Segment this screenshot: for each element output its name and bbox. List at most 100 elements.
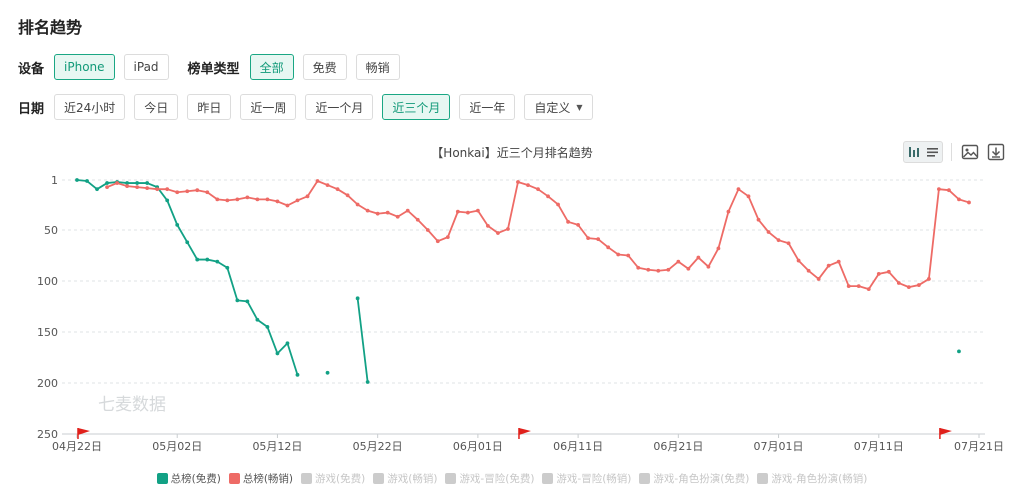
legend-item[interactable]: 游戏-冒险(免费) <box>445 471 534 486</box>
data-point-grossing <box>546 194 550 199</box>
data-point-grossing <box>385 210 390 215</box>
date-button-month[interactable]: 近一个月 <box>305 94 374 120</box>
list-type-button-free[interactable]: 免费 <box>302 54 347 80</box>
data-point-grossing <box>345 193 350 198</box>
data-point-free <box>145 181 150 185</box>
date-button-week[interactable]: 近一周 <box>240 94 297 120</box>
data-point-free <box>325 370 330 375</box>
device-button-iphone[interactable]: iPhone <box>54 54 115 80</box>
data-point-grossing <box>556 202 560 207</box>
data-point-grossing <box>415 217 420 222</box>
data-point-free <box>205 257 210 262</box>
data-point-grossing <box>596 237 601 242</box>
image-icon[interactable] <box>960 142 980 162</box>
data-point-grossing <box>716 246 721 251</box>
data-point-grossing <box>175 190 180 195</box>
legend-item[interactable]: 游戏-角色扮演(畅销) <box>757 471 867 486</box>
x-tick-label: 07月21日 <box>954 440 1004 453</box>
data-point-grossing <box>536 187 540 192</box>
data-point-grossing <box>285 203 290 208</box>
legend-item[interactable]: 总榜(免费) <box>156 471 221 486</box>
view-toggle <box>903 141 943 163</box>
legend-item[interactable]: 游戏-角色扮演(免费) <box>639 471 749 486</box>
data-point-grossing <box>305 194 310 199</box>
data-point-grossing <box>215 197 220 202</box>
data-point-free <box>175 222 180 227</box>
data-point-free <box>185 240 190 245</box>
data-point-grossing <box>275 199 280 204</box>
data-point-grossing <box>676 259 681 264</box>
device-button-ipad[interactable]: iPad <box>123 54 169 80</box>
data-point-free <box>255 317 260 322</box>
legend-label: 游戏-冒险(畅销) <box>556 473 632 485</box>
legend-swatch <box>757 473 769 484</box>
data-point-grossing <box>656 268 661 273</box>
bar-chart-icon[interactable] <box>905 142 925 162</box>
date-button-three-months[interactable]: 近三个月 <box>382 94 451 120</box>
data-point-grossing <box>405 208 410 213</box>
data-point-grossing <box>906 285 911 290</box>
data-point-grossing <box>526 183 530 188</box>
data-point-grossing <box>265 197 270 202</box>
list-type-button-grossing[interactable]: 畅销 <box>355 54 400 80</box>
legend-item[interactable]: 总榜(畅销) <box>228 471 293 486</box>
data-point-grossing <box>846 284 851 288</box>
custom-date-dropdown[interactable]: 自定义 ▼ <box>524 94 593 120</box>
data-point-grossing <box>435 239 440 244</box>
data-point-grossing <box>636 265 641 270</box>
data-point-grossing <box>145 186 150 191</box>
data-point-grossing <box>736 187 741 192</box>
data-point-free <box>225 265 230 270</box>
data-point-grossing <box>125 184 130 189</box>
date-button-24h[interactable]: 近24小时 <box>54 94 126 120</box>
data-point-grossing <box>105 185 109 190</box>
y-tick-label: 50 <box>44 224 58 237</box>
data-point-grossing <box>155 187 160 192</box>
legend-swatch <box>542 473 554 484</box>
data-point-grossing <box>686 266 691 271</box>
data-point-free <box>355 296 360 301</box>
data-point-grossing <box>325 183 330 188</box>
legend-item[interactable]: 游戏-冒险(畅销) <box>542 471 631 486</box>
data-point-grossing <box>425 228 430 232</box>
data-point-free <box>235 298 240 303</box>
legend-label: 游戏-冒险(免费) <box>459 473 535 485</box>
watermark-text: 七麦数据 <box>98 395 166 415</box>
data-point-grossing <box>726 209 731 214</box>
data-point-free <box>265 324 270 329</box>
data-point-grossing <box>185 189 190 194</box>
x-tick-label: 06月11日 <box>553 440 603 453</box>
data-point-grossing <box>115 181 119 185</box>
data-point-grossing <box>235 197 240 202</box>
date-button-yesterday[interactable]: 昨日 <box>187 94 232 120</box>
data-point-grossing <box>926 277 931 281</box>
legend-item[interactable]: 游戏(免费) <box>301 471 365 486</box>
data-point-free <box>75 178 79 182</box>
data-point-free <box>245 299 250 304</box>
filter-row-date: 日期 近24小时 今日 昨日 近一周 近一个月 近三个月 近一年 自定义 ▼ <box>18 94 602 120</box>
data-point-grossing <box>616 252 621 257</box>
list-type-button-all[interactable]: 全部 <box>249 54 294 80</box>
data-point-free <box>95 187 99 192</box>
data-point-grossing <box>866 287 871 292</box>
download-icon[interactable] <box>986 142 1006 162</box>
chart-legend: 总榜(免费) 总榜(畅销) 游戏(免费) 游戏(畅销) 游戏-冒险(免费) 游戏-冒险(畅… <box>0 471 1024 486</box>
chart-title: 【Honkai】近三个月排名趋势 <box>431 146 593 160</box>
legend-swatch <box>156 473 168 484</box>
x-tick-label: 06月01日 <box>453 440 503 453</box>
caret-down-icon: ▼ <box>576 102 583 112</box>
data-point-grossing <box>195 188 200 193</box>
series-line-free <box>356 298 369 383</box>
list-icon[interactable] <box>923 142 943 162</box>
legend-item[interactable]: 游戏(畅销) <box>373 471 437 486</box>
date-button-year[interactable]: 近一年 <box>459 94 516 120</box>
data-point-grossing <box>135 185 140 190</box>
date-button-today[interactable]: 今日 <box>134 94 179 120</box>
data-point-grossing <box>937 187 941 192</box>
data-point-free <box>195 257 200 262</box>
data-point-grossing <box>486 224 490 228</box>
legend-label: 游戏-角色扮演(畅销) <box>771 473 868 485</box>
y-tick-label: 200 <box>37 377 58 390</box>
data-point-grossing <box>455 209 460 214</box>
